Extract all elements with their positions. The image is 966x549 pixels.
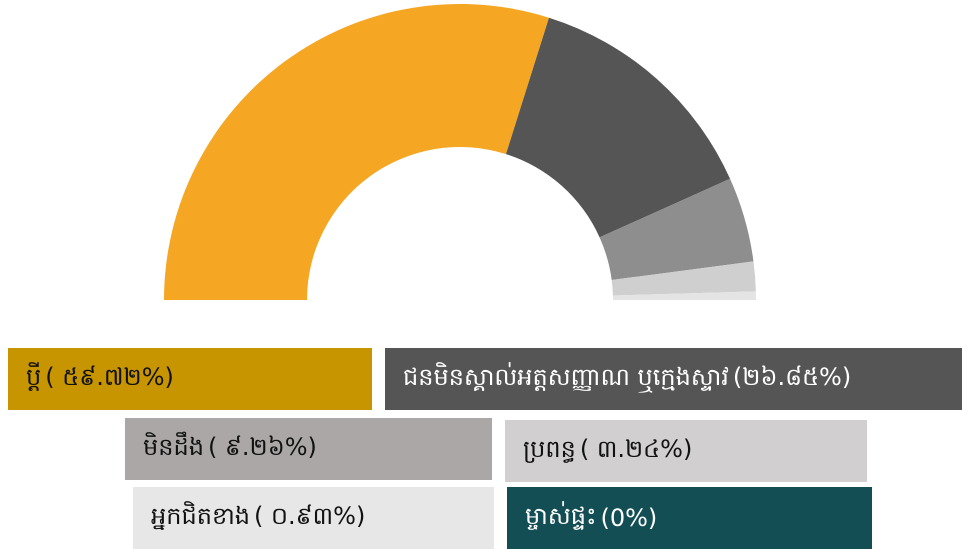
legend-label: អ្នកជិតខាង <box>151 501 251 530</box>
slice <box>612 291 756 300</box>
value-label: (២៦.៨៥%) <box>732 362 852 391</box>
legend-item: មិនដឹង( ៩.២៦%) <box>125 418 492 480</box>
legend-item: ជនមិនស្គាល់អត្តសញ្ញាណ ឬក្មេងស្ទាវ (២៦.៨៥%… <box>385 348 962 410</box>
legend-item: ប្ដី( ៥៩.៧២%) <box>8 348 372 410</box>
value-label: (0%) <box>600 504 658 532</box>
slice <box>164 3 549 301</box>
value-label: ( ៥៩.៧២%) <box>45 362 174 391</box>
value-label: ( ៩.២៦%) <box>207 432 317 461</box>
legend-item: ម្ចាស់ផ្ទះ (0%) <box>507 487 872 549</box>
legend-item: ប្រពន្ធ( ៣.២៤%) <box>505 420 867 482</box>
legend-label: ម្ចាស់ផ្ទះ <box>525 501 597 530</box>
value-label: ( ៣.២៤%) <box>579 434 693 463</box>
slice <box>611 261 756 296</box>
legend-label: ប្រពន្ធ <box>523 434 576 463</box>
slice <box>599 178 754 281</box>
legend-label: ប្ដី <box>26 362 42 391</box>
legend-label: ជនមិនស្គាល់អត្តសញ្ញាណ ឬក្មេងស្ទាវ <box>403 362 729 391</box>
value-label: ( ០.៩៣%) <box>254 501 366 530</box>
legend-item: អ្នកជិតខាង( ០.៩៣%) <box>133 487 494 549</box>
chart <box>164 3 756 301</box>
slice <box>505 17 731 238</box>
legend-label: មិនដឹង <box>143 432 204 461</box>
